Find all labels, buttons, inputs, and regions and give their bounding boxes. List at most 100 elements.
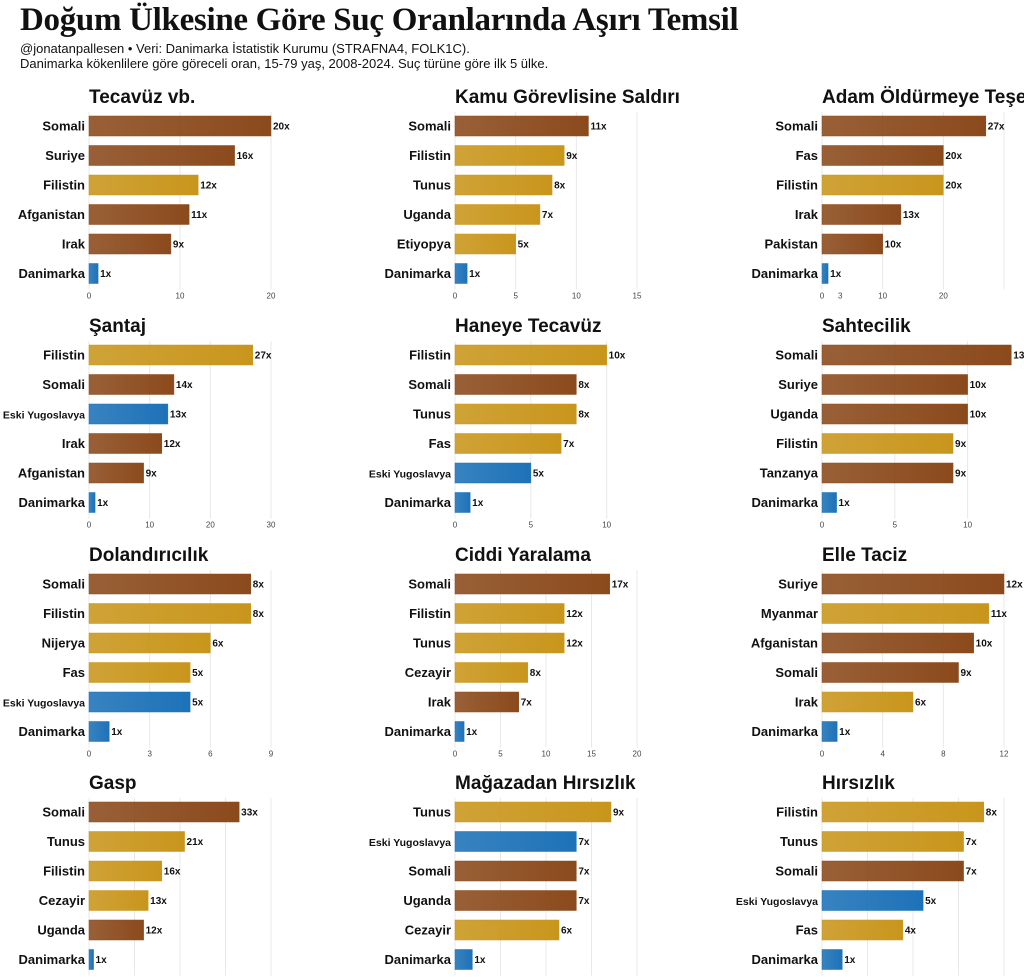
bar[interactable]: [88, 691, 191, 713]
tick-label: 0: [87, 750, 92, 759]
bar[interactable]: [88, 344, 254, 366]
bar[interactable]: [821, 662, 959, 683]
panel-12: Hırsızlık Filistin 8x Tunus 7x Somali 7x Eski Y…: [736, 773, 1005, 976]
value-label: 27x: [988, 122, 1005, 133]
bar[interactable]: [821, 573, 1005, 595]
bar[interactable]: [821, 721, 838, 742]
bar[interactable]: [454, 890, 577, 911]
bar[interactable]: [454, 632, 565, 654]
bar[interactable]: [821, 632, 974, 654]
bar[interactable]: [454, 603, 565, 624]
panel-title: Elle Taciz: [822, 545, 907, 566]
category-label: Somali: [42, 577, 85, 592]
category-label: Somali: [408, 377, 451, 392]
bar[interactable]: [821, 145, 944, 166]
bar[interactable]: [88, 403, 169, 425]
bar[interactable]: [88, 721, 110, 742]
category-label: Tanzanya: [760, 466, 819, 481]
category-label: Eski Yugoslavya: [369, 469, 451, 481]
bar[interactable]: [454, 462, 532, 484]
bar[interactable]: [821, 433, 954, 454]
bar[interactable]: [821, 603, 990, 624]
bar[interactable]: [88, 462, 144, 484]
bar[interactable]: [821, 115, 987, 137]
bar[interactable]: [88, 890, 149, 911]
value-label: 1x: [472, 498, 484, 509]
bar[interactable]: [454, 115, 589, 137]
value-label: 5x: [192, 668, 204, 679]
bar[interactable]: [821, 344, 1012, 366]
bar[interactable]: [454, 263, 468, 284]
bar[interactable]: [88, 263, 99, 284]
bar[interactable]: [454, 174, 553, 196]
category-label: Filistin: [43, 348, 85, 363]
bar[interactable]: [821, 691, 914, 713]
bar[interactable]: [454, 344, 607, 366]
tick-label: 10: [572, 292, 581, 301]
bar[interactable]: [454, 949, 473, 970]
bar[interactable]: [88, 374, 175, 395]
bar[interactable]: [88, 632, 211, 654]
bar[interactable]: [821, 890, 924, 911]
bar[interactable]: [821, 801, 985, 823]
bar[interactable]: [88, 949, 94, 970]
bar[interactable]: [454, 233, 516, 255]
category-label: Filistin: [409, 348, 451, 363]
bar[interactable]: [454, 662, 529, 683]
bar[interactable]: [454, 204, 541, 225]
bar[interactable]: [821, 860, 964, 882]
bar[interactable]: [88, 115, 272, 137]
value-label: 13x: [170, 410, 187, 421]
tick-label: 0: [87, 521, 92, 530]
bar[interactable]: [88, 492, 96, 513]
category-label: Suriye: [778, 577, 818, 592]
value-label: 10x: [609, 351, 626, 362]
bar[interactable]: [88, 573, 252, 595]
bar[interactable]: [821, 831, 964, 852]
bar[interactable]: [821, 403, 968, 425]
category-label: Irak: [62, 237, 86, 252]
bar[interactable]: [88, 174, 199, 196]
bar[interactable]: [821, 204, 902, 225]
value-label: 9x: [613, 808, 625, 819]
bar[interactable]: [821, 462, 954, 484]
bar[interactable]: [821, 374, 968, 395]
bar[interactable]: [821, 949, 843, 970]
bar[interactable]: [88, 662, 191, 683]
bar[interactable]: [454, 691, 519, 713]
bar[interactable]: [821, 233, 883, 255]
bar[interactable]: [821, 263, 829, 284]
category-label: Eski Yugoslavya: [3, 410, 85, 422]
bar[interactable]: [821, 174, 944, 196]
bar[interactable]: [88, 831, 185, 852]
bar[interactable]: [454, 573, 610, 595]
bar[interactable]: [454, 831, 577, 852]
value-label: 7x: [542, 210, 554, 221]
tick-label: 5: [529, 521, 534, 530]
bar[interactable]: [88, 801, 240, 823]
value-label: 1x: [839, 727, 851, 738]
bar[interactable]: [88, 919, 144, 941]
bar[interactable]: [454, 721, 465, 742]
value-label: 7x: [966, 837, 978, 848]
bar[interactable]: [88, 603, 252, 624]
bar[interactable]: [88, 145, 235, 166]
bar[interactable]: [454, 374, 577, 395]
bar[interactable]: [454, 145, 565, 166]
bar[interactable]: [454, 801, 612, 823]
bar[interactable]: [454, 403, 577, 425]
bar[interactable]: [88, 233, 172, 255]
tick-label: 10: [145, 521, 154, 530]
category-label: Filistin: [409, 148, 451, 163]
bar[interactable]: [454, 433, 562, 454]
bar[interactable]: [821, 919, 904, 941]
bar[interactable]: [454, 492, 471, 513]
subtitle-source: @jonatanpallesen • Veri: Danimarka İstat…: [20, 41, 470, 56]
bar[interactable]: [454, 919, 560, 941]
bar[interactable]: [88, 860, 163, 882]
bar[interactable]: [821, 492, 837, 513]
bar[interactable]: [454, 860, 577, 882]
tick-label: 0: [453, 292, 458, 301]
bar[interactable]: [88, 433, 163, 454]
bar[interactable]: [88, 204, 190, 225]
